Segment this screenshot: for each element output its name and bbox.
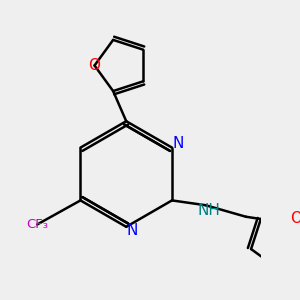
Text: CF₃: CF₃ [26, 218, 48, 231]
Text: O: O [290, 212, 300, 226]
Text: O: O [88, 58, 101, 73]
Text: N: N [126, 223, 138, 238]
Text: NH: NH [198, 203, 221, 218]
Text: N: N [172, 136, 183, 151]
